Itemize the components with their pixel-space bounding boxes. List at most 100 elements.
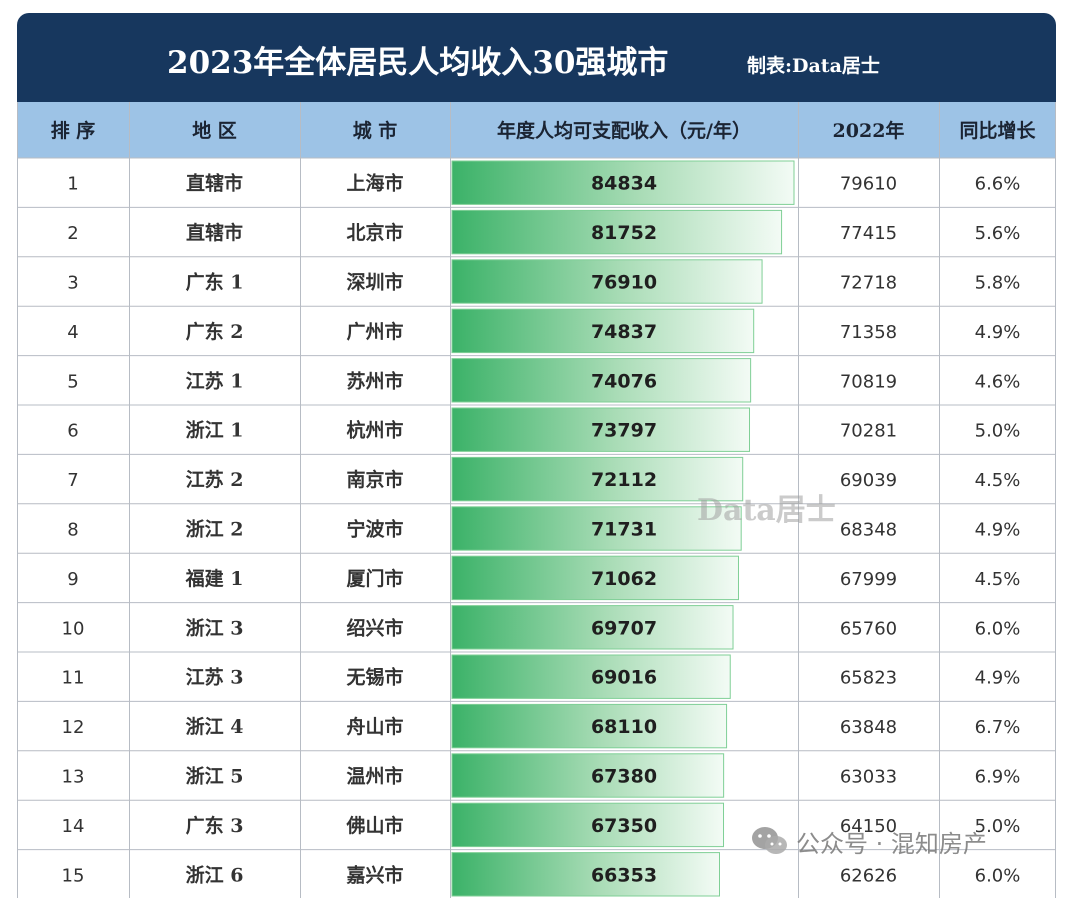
growth-cell: 4.9%: [975, 322, 1021, 343]
income-2022-cell: 68348: [840, 520, 897, 541]
income-2023-label: 72112: [591, 469, 657, 491]
growth-cell: 6.0%: [975, 865, 1021, 886]
region-cell: 浙江 1: [186, 419, 244, 442]
chart-title: 2023年全体居民人均收入30强城市: [167, 45, 669, 81]
income-bar: [451, 753, 725, 798]
income-bar: [451, 259, 763, 304]
growth-cell: 6.0%: [975, 618, 1021, 639]
city-cell: 苏州市: [346, 369, 403, 392]
column-header-3: 年度人均可支配收入（元/年）: [497, 119, 751, 142]
column-header-bg: [17, 102, 1056, 158]
income-2022-cell: 64150: [840, 816, 897, 837]
income-2023-label: 74076: [591, 370, 657, 392]
rank-cell: 1: [67, 174, 78, 195]
city-cell: 嘉兴市: [345, 863, 403, 886]
region-cell: 浙江 5: [186, 765, 244, 788]
region-cell: 江苏 2: [186, 468, 244, 491]
income-bar: [451, 852, 720, 897]
growth-cell: 6.6%: [975, 174, 1021, 195]
city-cell: 宁波市: [346, 518, 403, 541]
income-2023-label: 84834: [591, 173, 657, 195]
growth-cell: 5.6%: [975, 223, 1021, 244]
wechat-account-label: 公众号 · 混知房产: [796, 829, 987, 858]
income-2022-cell: 70819: [840, 371, 897, 392]
rank-cell: 15: [62, 865, 85, 886]
region-cell: 福建 1: [185, 567, 244, 590]
income-bar: [451, 407, 751, 452]
income-2022-cell: 71358: [840, 322, 897, 343]
table-card: 2023年全体居民人均收入30强城市 制表:Data居士 排 序 地 区 城 市 年度…: [17, 13, 1056, 898]
city-cell: 深圳市: [346, 271, 403, 294]
income-table: 排 序 地 区 城 市 年度人均可支配收入（元/年） 2022年 同比增长 1 直辖市 上海市 8…: [17, 102, 1056, 898]
city-cell: 舟山市: [346, 715, 403, 738]
region-cell: 浙江 2: [186, 518, 244, 541]
region-cell: 浙江 3: [186, 616, 244, 639]
city-cell: 绍兴市: [346, 616, 403, 639]
growth-cell: 6.9%: [975, 767, 1021, 788]
region-cell: 广东 3: [186, 814, 244, 837]
income-2022-cell: 67999: [840, 569, 897, 590]
rank-cell: 6: [67, 421, 78, 442]
watermark-text: Data居士: [697, 493, 836, 528]
region-cell: 浙江 4: [186, 715, 244, 738]
city-cell: 上海市: [346, 172, 403, 195]
column-header-0: 排 序: [51, 119, 96, 142]
income-2023-label: 73797: [591, 420, 657, 442]
income-2022-cell: 69039: [840, 470, 897, 491]
rank-cell: 13: [62, 767, 85, 788]
region-cell: 直辖市: [186, 172, 243, 195]
region-cell: 江苏 1: [186, 369, 244, 392]
income-2023-label: 67350: [591, 815, 657, 837]
rank-cell: 9: [67, 569, 78, 590]
region-cell: 浙江 6: [186, 863, 244, 886]
title-bar: 2023年全体居民人均收入30强城市 制表:Data居士: [17, 13, 1056, 102]
income-2023-label: 81752: [591, 222, 657, 244]
income-2023-label: 71062: [591, 568, 657, 590]
income-bar: [451, 456, 744, 502]
maker-credit: 制表:Data居士: [747, 55, 880, 77]
column-header-2: 城 市: [353, 119, 398, 142]
income-2022-cell: 62626: [840, 865, 897, 886]
income-bar: [451, 654, 731, 699]
city-cell: 南京市: [346, 468, 403, 491]
income-bar: [451, 209, 783, 255]
rank-cell: 12: [62, 717, 85, 738]
rank-cell: 8: [67, 520, 78, 541]
city-cell: 佛山市: [345, 814, 403, 837]
income-2022-cell: 77415: [840, 223, 897, 244]
income-2022-cell: 63033: [840, 767, 897, 788]
city-cell: 广州市: [346, 320, 403, 343]
growth-cell: 5.0%: [975, 421, 1021, 442]
income-bar: [451, 555, 739, 601]
income-2023-label: 69016: [591, 667, 657, 689]
city-cell: 温州市: [346, 765, 403, 788]
income-2023-label: 76910: [591, 272, 657, 294]
income-2022-cell: 65823: [840, 668, 897, 689]
income-2023-label: 74837: [591, 321, 657, 343]
income-2022-cell: 63848: [840, 717, 897, 738]
income-2023-label: 66353: [591, 864, 657, 886]
column-header-5: 同比增长: [959, 119, 1036, 142]
growth-cell: 5.0%: [975, 816, 1021, 837]
rank-cell: 14: [62, 816, 85, 837]
growth-cell: 4.5%: [975, 470, 1021, 491]
income-2023-label: 68110: [591, 716, 657, 738]
wechat-watermark: 公众号 · 混知房产: [750, 823, 987, 859]
rank-cell: 11: [62, 668, 85, 689]
growth-cell: 4.6%: [975, 371, 1021, 392]
income-2022-cell: 65760: [840, 618, 897, 639]
rank-cell: 5: [67, 371, 78, 392]
column-header-1: 地 区: [192, 119, 237, 142]
rank-cell: 10: [62, 618, 85, 639]
growth-cell: 4.9%: [975, 520, 1021, 541]
wechat-icon: [752, 827, 787, 854]
city-cell: 杭州市: [346, 419, 403, 442]
income-bar: [451, 506, 742, 551]
rank-cell: 2: [67, 223, 78, 244]
income-2022-cell: 70281: [840, 421, 897, 442]
income-bar: [451, 605, 734, 650]
city-cell: 北京市: [346, 221, 403, 244]
income-bar: [451, 160, 795, 205]
region-cell: 广东 1: [186, 271, 244, 294]
income-2023-label: 71731: [591, 519, 657, 541]
